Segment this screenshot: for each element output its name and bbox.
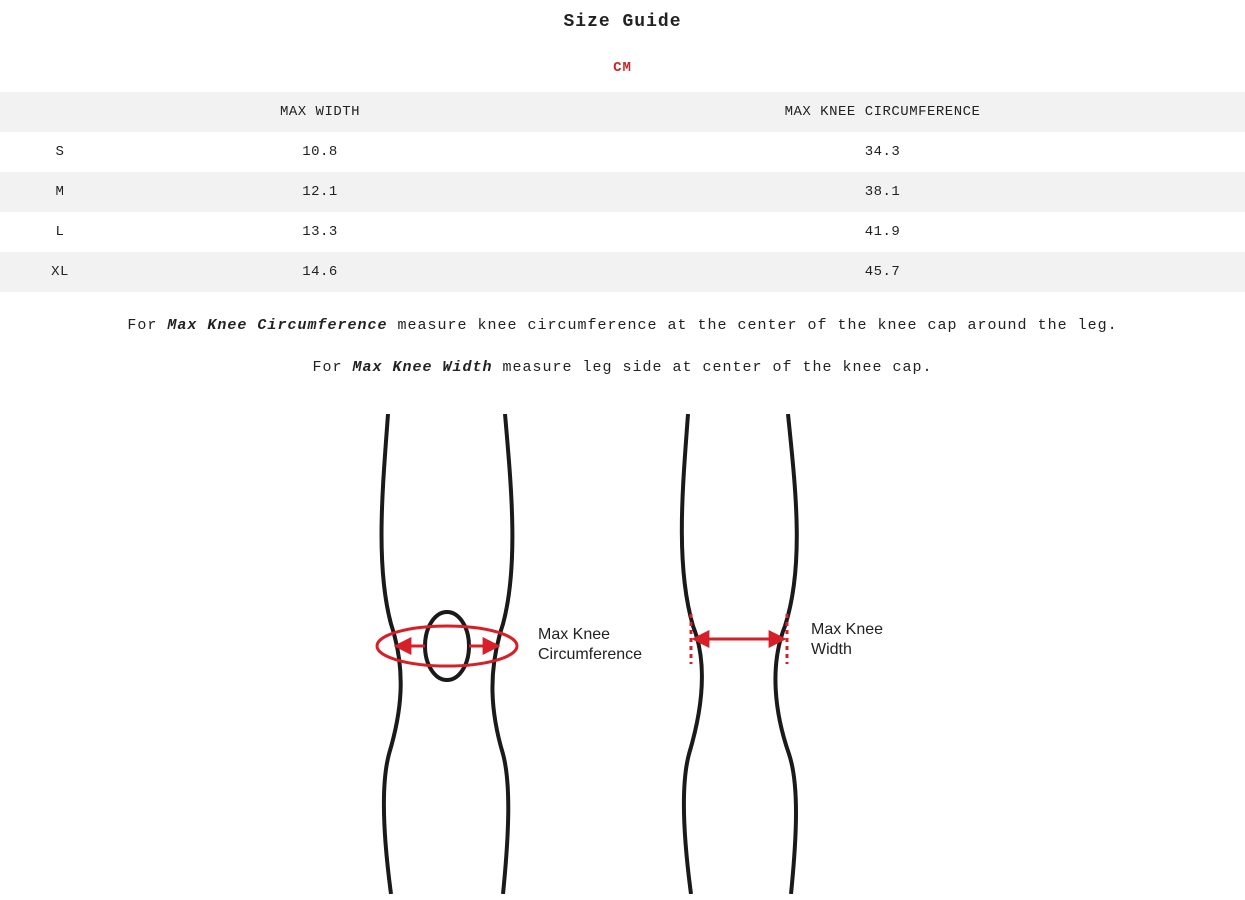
page-title: Size Guide: [0, 0, 1245, 60]
diagram-label-circumference-2: Circumference: [538, 646, 642, 663]
cell-circ: 38.1: [520, 172, 1245, 212]
table-row: S 10.8 34.3: [0, 132, 1245, 172]
cell-width: 13.3: [120, 212, 520, 252]
table-header-row: MAX WIDTH MAX KNEE CIRCUMFERENCE: [0, 92, 1245, 132]
diagram: Max Knee Circumference Max Knee Width: [0, 404, 1245, 899]
cell-circ: 45.7: [520, 252, 1245, 292]
size-table: MAX WIDTH MAX KNEE CIRCUMFERENCE S 10.8 …: [0, 92, 1245, 292]
text: measure knee circumference at the center…: [387, 317, 1117, 334]
cell-circ: 41.9: [520, 212, 1245, 252]
unit-label: CM: [0, 60, 1245, 92]
instruction-circumference: For Max Knee Circumference measure knee …: [20, 314, 1225, 338]
cell-size: L: [0, 212, 120, 252]
diagram-label-circumference-1: Max Knee: [538, 626, 610, 643]
instruction-width: For Max Knee Width measure leg side at c…: [20, 356, 1225, 380]
instructions: For Max Knee Circumference measure knee …: [0, 292, 1245, 404]
table-row: XL 14.6 45.7: [0, 252, 1245, 292]
text: For: [127, 317, 167, 334]
text: For: [312, 359, 352, 376]
knee-diagram-icon: Max Knee Circumference Max Knee Width: [313, 414, 933, 894]
col-header-width: MAX WIDTH: [120, 92, 520, 132]
cell-size: S: [0, 132, 120, 172]
diagram-label-width-2: Width: [811, 641, 852, 658]
col-header-circ: MAX KNEE CIRCUMFERENCE: [520, 92, 1245, 132]
text: measure leg side at center of the knee c…: [492, 359, 932, 376]
emphasis: Max Knee Width: [352, 359, 492, 376]
table-row: L 13.3 41.9: [0, 212, 1245, 252]
cell-circ: 34.3: [520, 132, 1245, 172]
cell-size: XL: [0, 252, 120, 292]
emphasis: Max Knee Circumference: [167, 317, 387, 334]
cell-width: 12.1: [120, 172, 520, 212]
col-header-size: [0, 92, 120, 132]
diagram-label-width-1: Max Knee: [811, 621, 883, 638]
cell-width: 14.6: [120, 252, 520, 292]
cell-width: 10.8: [120, 132, 520, 172]
cell-size: M: [0, 172, 120, 212]
table-row: M 12.1 38.1: [0, 172, 1245, 212]
